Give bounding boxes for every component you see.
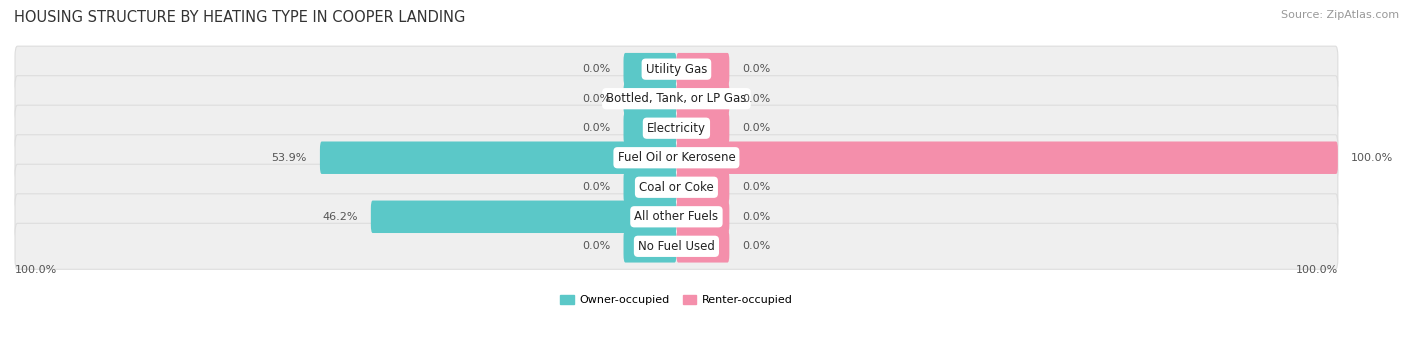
- Text: 0.0%: 0.0%: [582, 123, 610, 133]
- FancyBboxPatch shape: [676, 201, 730, 233]
- FancyBboxPatch shape: [371, 201, 676, 233]
- Text: Fuel Oil or Kerosene: Fuel Oil or Kerosene: [617, 151, 735, 164]
- Text: Coal or Coke: Coal or Coke: [640, 181, 714, 194]
- FancyBboxPatch shape: [15, 194, 1339, 240]
- Text: 0.0%: 0.0%: [742, 182, 770, 192]
- Legend: Owner-occupied, Renter-occupied: Owner-occupied, Renter-occupied: [555, 290, 797, 310]
- Text: 0.0%: 0.0%: [742, 94, 770, 104]
- FancyBboxPatch shape: [15, 46, 1339, 92]
- FancyBboxPatch shape: [623, 171, 676, 204]
- Text: 0.0%: 0.0%: [582, 241, 610, 251]
- FancyBboxPatch shape: [623, 230, 676, 263]
- FancyBboxPatch shape: [676, 112, 730, 145]
- FancyBboxPatch shape: [15, 76, 1339, 122]
- Text: Electricity: Electricity: [647, 122, 706, 135]
- FancyBboxPatch shape: [15, 105, 1339, 151]
- Text: 0.0%: 0.0%: [582, 182, 610, 192]
- FancyBboxPatch shape: [15, 135, 1339, 181]
- Text: HOUSING STRUCTURE BY HEATING TYPE IN COOPER LANDING: HOUSING STRUCTURE BY HEATING TYPE IN COO…: [14, 10, 465, 25]
- Text: Bottled, Tank, or LP Gas: Bottled, Tank, or LP Gas: [606, 92, 747, 105]
- FancyBboxPatch shape: [676, 171, 730, 204]
- FancyBboxPatch shape: [623, 53, 676, 85]
- FancyBboxPatch shape: [676, 83, 730, 115]
- FancyBboxPatch shape: [15, 164, 1339, 210]
- FancyBboxPatch shape: [321, 142, 676, 174]
- FancyBboxPatch shape: [676, 142, 1339, 174]
- Text: 100.0%: 100.0%: [1295, 265, 1339, 275]
- FancyBboxPatch shape: [15, 223, 1339, 269]
- Text: 0.0%: 0.0%: [742, 241, 770, 251]
- Text: 46.2%: 46.2%: [322, 212, 357, 222]
- Text: 0.0%: 0.0%: [582, 64, 610, 74]
- Text: All other Fuels: All other Fuels: [634, 210, 718, 223]
- FancyBboxPatch shape: [623, 112, 676, 145]
- Text: 100.0%: 100.0%: [1351, 153, 1393, 163]
- Text: 100.0%: 100.0%: [15, 265, 58, 275]
- FancyBboxPatch shape: [623, 83, 676, 115]
- Text: No Fuel Used: No Fuel Used: [638, 240, 714, 253]
- FancyBboxPatch shape: [676, 53, 730, 85]
- Text: 0.0%: 0.0%: [742, 123, 770, 133]
- Text: Source: ZipAtlas.com: Source: ZipAtlas.com: [1281, 10, 1399, 20]
- Text: Utility Gas: Utility Gas: [645, 63, 707, 76]
- Text: 53.9%: 53.9%: [271, 153, 307, 163]
- Text: 0.0%: 0.0%: [742, 212, 770, 222]
- Text: 0.0%: 0.0%: [582, 94, 610, 104]
- Text: 0.0%: 0.0%: [742, 64, 770, 74]
- FancyBboxPatch shape: [676, 230, 730, 263]
